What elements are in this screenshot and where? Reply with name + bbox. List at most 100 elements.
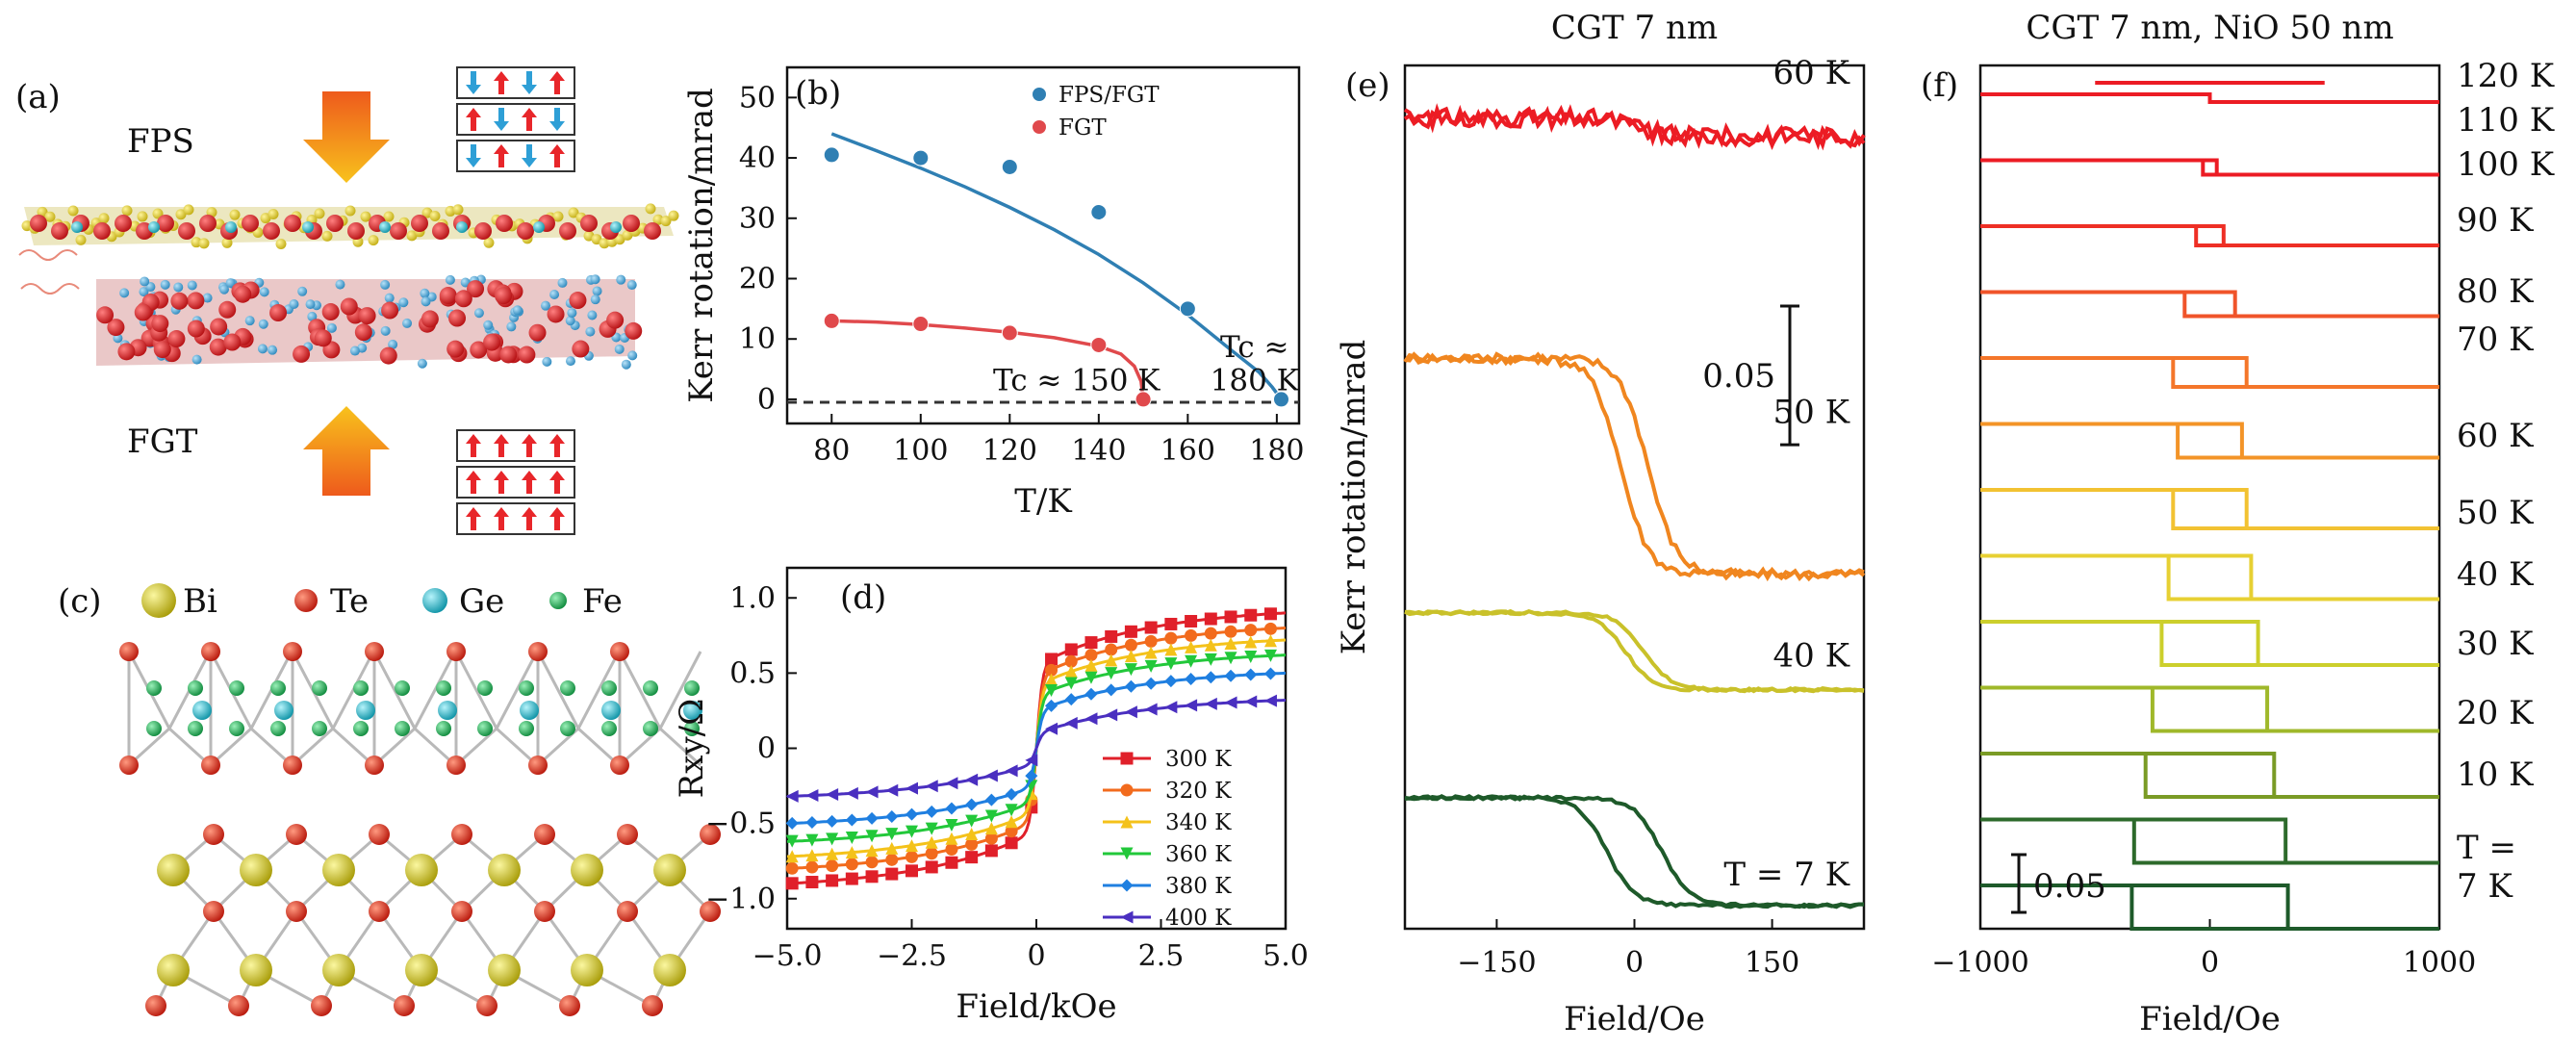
- y-tick-label: 20: [739, 262, 776, 295]
- legend-atom-fe-icon: [549, 592, 567, 609]
- atom-fe: [187, 320, 205, 338]
- marker: [1005, 787, 1018, 801]
- atom-te: [203, 824, 224, 845]
- atom-te: [567, 308, 577, 319]
- legend-label: 320 K: [1165, 779, 1232, 804]
- atom-fe: [269, 304, 288, 322]
- marker: [865, 785, 879, 799]
- marker: [1185, 699, 1198, 712]
- atom-fe: [483, 333, 501, 351]
- marker: [905, 864, 918, 878]
- atom-fe: [381, 301, 399, 320]
- hysteresis-loop: [1980, 422, 2439, 460]
- atom-te: [145, 995, 166, 1016]
- data-point: [1135, 391, 1152, 408]
- marker: [965, 851, 979, 864]
- marker: [1144, 634, 1158, 648]
- marker: [1263, 622, 1277, 635]
- atom-fe: [477, 680, 493, 696]
- atom-fe: [229, 721, 244, 736]
- marker: [1185, 614, 1198, 627]
- temperature-label: 40 K: [2457, 555, 2534, 594]
- light-wave-icon: [18, 249, 78, 261]
- hysteresis-loop: [1980, 224, 2439, 247]
- atom-te: [139, 287, 149, 297]
- tc-annotation: Tc ≈ 150 K: [993, 364, 1160, 398]
- chart-e: −150 0 150 CGT 7 nm (e) 60 K 50 K 40 K T = 7 K 0.…: [1335, 9, 1866, 1038]
- atom-te: [445, 274, 455, 285]
- bond: [495, 651, 539, 730]
- marker: [1124, 638, 1137, 652]
- x-tick-label: −1000: [1931, 946, 2028, 980]
- hysteresis-loop: [1980, 224, 2439, 247]
- atom-fe: [439, 287, 457, 305]
- atom-bi: [240, 954, 272, 986]
- atom-s: [552, 211, 564, 222]
- atom-te: [119, 642, 139, 661]
- marker: [1124, 679, 1137, 693]
- marker: [984, 832, 998, 845]
- hysteresis-loop: [1980, 620, 2439, 667]
- marker: [1144, 677, 1158, 690]
- atom-fe: [684, 721, 700, 736]
- atom-fe: [312, 721, 327, 736]
- hysteresis-loop: [1403, 104, 1866, 151]
- atom-te: [140, 276, 150, 287]
- atom-fe: [454, 290, 472, 308]
- atom-bi: [488, 854, 521, 886]
- atom-s: [368, 235, 379, 246]
- atom-te: [559, 995, 580, 1016]
- atom-bi: [322, 954, 355, 986]
- atom-te: [528, 642, 548, 661]
- marker: [1185, 673, 1198, 686]
- atom-fe: [157, 215, 174, 232]
- atom-te: [542, 356, 552, 367]
- bond: [167, 727, 212, 767]
- marker: [925, 860, 938, 874]
- marker: [1005, 836, 1018, 850]
- spin-down-arrow-icon: [522, 144, 537, 167]
- panel-a-label: (a): [15, 78, 61, 116]
- atom-te: [565, 356, 575, 367]
- marker: [984, 793, 998, 807]
- y-tick-label: 50: [739, 81, 776, 115]
- atom-te: [203, 901, 224, 922]
- marker: [1263, 649, 1277, 662]
- atom-fe: [151, 315, 169, 333]
- atom-te: [394, 995, 415, 1016]
- marker: [925, 822, 938, 835]
- temperature-label: 80 K: [2457, 272, 2534, 311]
- atom-fe: [358, 307, 376, 325]
- atom-fe: [146, 721, 162, 736]
- atom-fe: [188, 680, 203, 696]
- marker: [1204, 653, 1217, 666]
- marker: [945, 819, 958, 832]
- spin-up-arrow-icon: [522, 108, 537, 131]
- marker: [805, 860, 819, 874]
- x-axis-label: T/K: [1014, 482, 1072, 521]
- atom-fe: [436, 721, 451, 736]
- marker: [1105, 629, 1118, 643]
- marker: [1224, 652, 1237, 665]
- marker: [965, 773, 979, 786]
- marker: [1045, 699, 1058, 712]
- atom-p: [456, 221, 468, 233]
- atom-s: [275, 238, 287, 249]
- marker: [885, 867, 899, 881]
- hysteresis-loop: [1980, 356, 2439, 389]
- temperature-label: 7 K: [2457, 867, 2512, 906]
- marker: [805, 788, 819, 802]
- atom-p: [533, 221, 545, 233]
- spin-boxes-bottom: [456, 429, 575, 535]
- hysteresis-loop: [1980, 290, 2439, 319]
- marker: [865, 870, 879, 884]
- marker: [984, 844, 998, 858]
- atom-fe: [601, 721, 617, 736]
- y-tick-label: −1.0: [705, 883, 776, 916]
- atom-ge: [192, 701, 212, 720]
- marker: [1105, 653, 1118, 667]
- atom-te: [549, 289, 560, 299]
- bond: [413, 727, 457, 767]
- atom-te: [446, 755, 466, 775]
- atom-te: [585, 326, 596, 337]
